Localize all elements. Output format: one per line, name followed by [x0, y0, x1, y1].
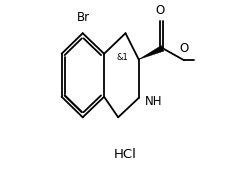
Text: Br: Br	[77, 11, 90, 24]
Text: &1: &1	[117, 53, 128, 62]
Text: NH: NH	[145, 94, 163, 108]
Text: HCl: HCl	[114, 148, 136, 161]
Text: O: O	[155, 4, 164, 17]
Polygon shape	[139, 45, 164, 59]
Text: O: O	[180, 42, 189, 56]
